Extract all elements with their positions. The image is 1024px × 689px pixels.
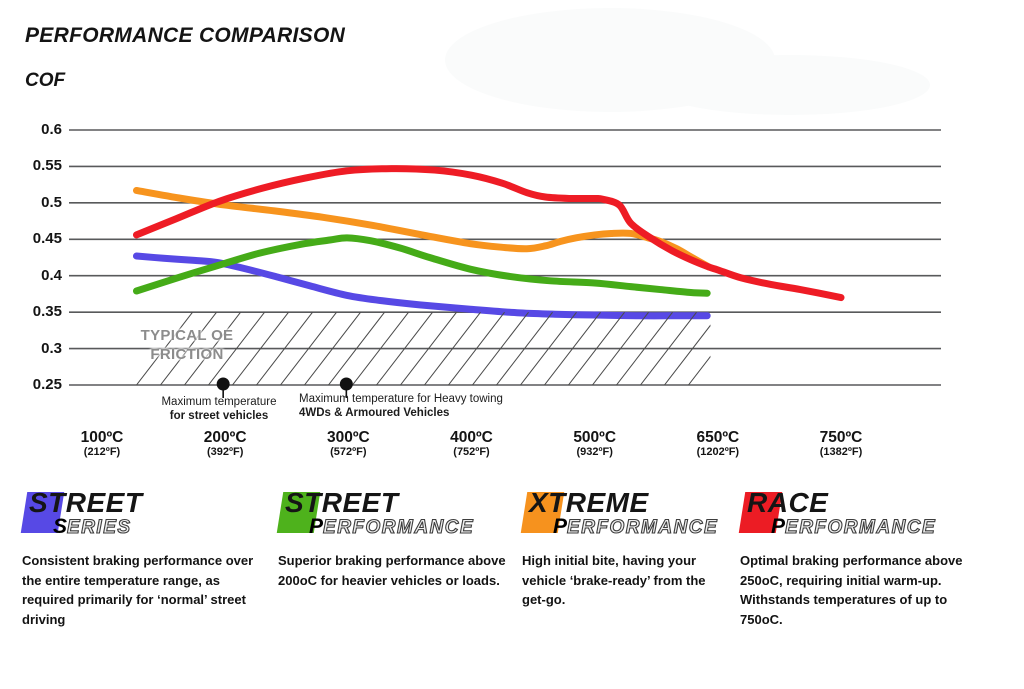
- legend-card-street-performance: STREET PERFORMANCE Superior braking perf…: [276, 487, 516, 590]
- x-tick-celsius: 200ºC: [203, 429, 247, 446]
- max-temperature-marker-dot: [216, 377, 230, 391]
- x-tick-label: 300ºC (572ºF): [293, 429, 403, 459]
- y-axis-title: COF: [25, 70, 66, 91]
- logo-word2-rest: ERIES: [66, 516, 132, 538]
- logo-word2: PERFORMANCE: [522, 516, 718, 539]
- brand-logo: XTREME PERFORMANCE: [520, 487, 718, 542]
- logo-word1: STREET: [29, 487, 143, 518]
- legend-card-race-performance: RACE PERFORMANCE Optimal braking perform…: [738, 487, 978, 629]
- logo-word2-rest: ERFORMANCE: [784, 516, 937, 538]
- x-tick-celsius: 650ºC: [696, 429, 740, 446]
- logo-word2-initial: P: [309, 515, 324, 538]
- x-tick-fahrenheit: (932ºF): [576, 446, 613, 458]
- logo-word2-initial: P: [771, 515, 786, 538]
- marker-annotation-heavy-towing: Maximum temperature for Heavy towing 4WD…: [299, 393, 503, 419]
- typical-oe-friction-label: TYPICAL OE FRICTION: [140, 327, 234, 363]
- watermark-swoosh: [650, 55, 930, 115]
- series-line-race-performance: [132, 165, 845, 302]
- series-line-street-performance: [132, 234, 711, 297]
- legend-card-xtreme-performance: XTREME PERFORMANCE High initial bite, ha…: [520, 487, 718, 610]
- y-tick-label: 0.5: [41, 193, 62, 211]
- logo-word1: XTREME: [529, 487, 649, 518]
- cof-line-chart: [69, 55, 941, 398]
- x-tick-label: 400ºC (752ºF): [417, 429, 527, 459]
- x-tick-label: 650ºC (1202ºF): [663, 429, 773, 459]
- y-tick-label: 0.55: [32, 157, 62, 175]
- logo-word2-rest: ERFORMANCE: [566, 516, 719, 538]
- y-tick-label: 0.6: [41, 121, 62, 138]
- y-tick-label: 0.45: [32, 230, 62, 248]
- legend-description: Superior braking performance above 200oC…: [278, 553, 506, 588]
- x-tick-label: 500ºC (932ºF): [540, 429, 650, 459]
- legend-description: High initial bite, having your vehicle ‘…: [522, 553, 706, 607]
- logo-word1: RACE: [747, 487, 829, 518]
- x-tick-label: 100ºC (212ºF): [47, 429, 157, 459]
- x-tick-fahrenheit: (392ºF): [206, 446, 244, 458]
- brand-logo: STREET PERFORMANCE: [276, 487, 516, 542]
- x-tick-fahrenheit: (572ºF): [330, 446, 367, 458]
- page-title: PERFORMANCE COMPARISON: [25, 24, 346, 47]
- x-tick-celsius: 100ºC: [80, 429, 124, 446]
- brand-logo: RACE PERFORMANCE: [738, 487, 978, 542]
- max-temperature-marker-dot: [339, 377, 353, 391]
- y-tick-label: 0.25: [32, 376, 62, 393]
- x-tick-celsius: 500ºC: [573, 429, 617, 446]
- x-tick-fahrenheit: (752ºF): [453, 446, 490, 458]
- logo-word2-rest: ERFORMANCE: [322, 516, 475, 538]
- y-tick-label: 0.35: [32, 303, 62, 321]
- logo-word1: STREET: [285, 487, 399, 518]
- legend-card-street-series: STREET SERIES Consistent braking perform…: [20, 487, 260, 629]
- x-tick-celsius: 300ºC: [326, 429, 370, 446]
- x-tick-fahrenheit: (212ºF): [83, 446, 121, 458]
- x-tick-celsius: 400ºC: [450, 429, 493, 446]
- legend-description: Optimal braking performance above 250oC,…: [740, 553, 963, 627]
- typical-oe-friction-band: [136, 312, 711, 385]
- brand-logo: STREET SERIES: [20, 487, 260, 542]
- x-tick-celsius: 750ºC: [819, 429, 863, 446]
- logo-word2: PERFORMANCE: [278, 516, 516, 539]
- x-tick-fahrenheit: (1202ºF): [696, 446, 740, 458]
- series-line-street-series: [132, 252, 711, 320]
- marker-annotation-street-vehicles: Maximum temperature for street vehicles: [161, 396, 277, 422]
- x-tick-fahrenheit: (1382ºF): [819, 446, 863, 458]
- logo-word2: PERFORMANCE: [740, 516, 978, 539]
- logo-word2-initial: P: [553, 515, 568, 538]
- legend-description: Consistent braking performance over the …: [22, 553, 254, 627]
- y-tick-label: 0.4: [41, 266, 62, 284]
- y-tick-label: 0.3: [41, 339, 62, 357]
- x-tick-label: 750ºC (1382ºF): [786, 429, 896, 459]
- x-tick-label: 200ºC (392ºF): [170, 429, 280, 459]
- logo-word2-initial: S: [53, 515, 68, 538]
- logo-word2: SERIES: [22, 516, 260, 539]
